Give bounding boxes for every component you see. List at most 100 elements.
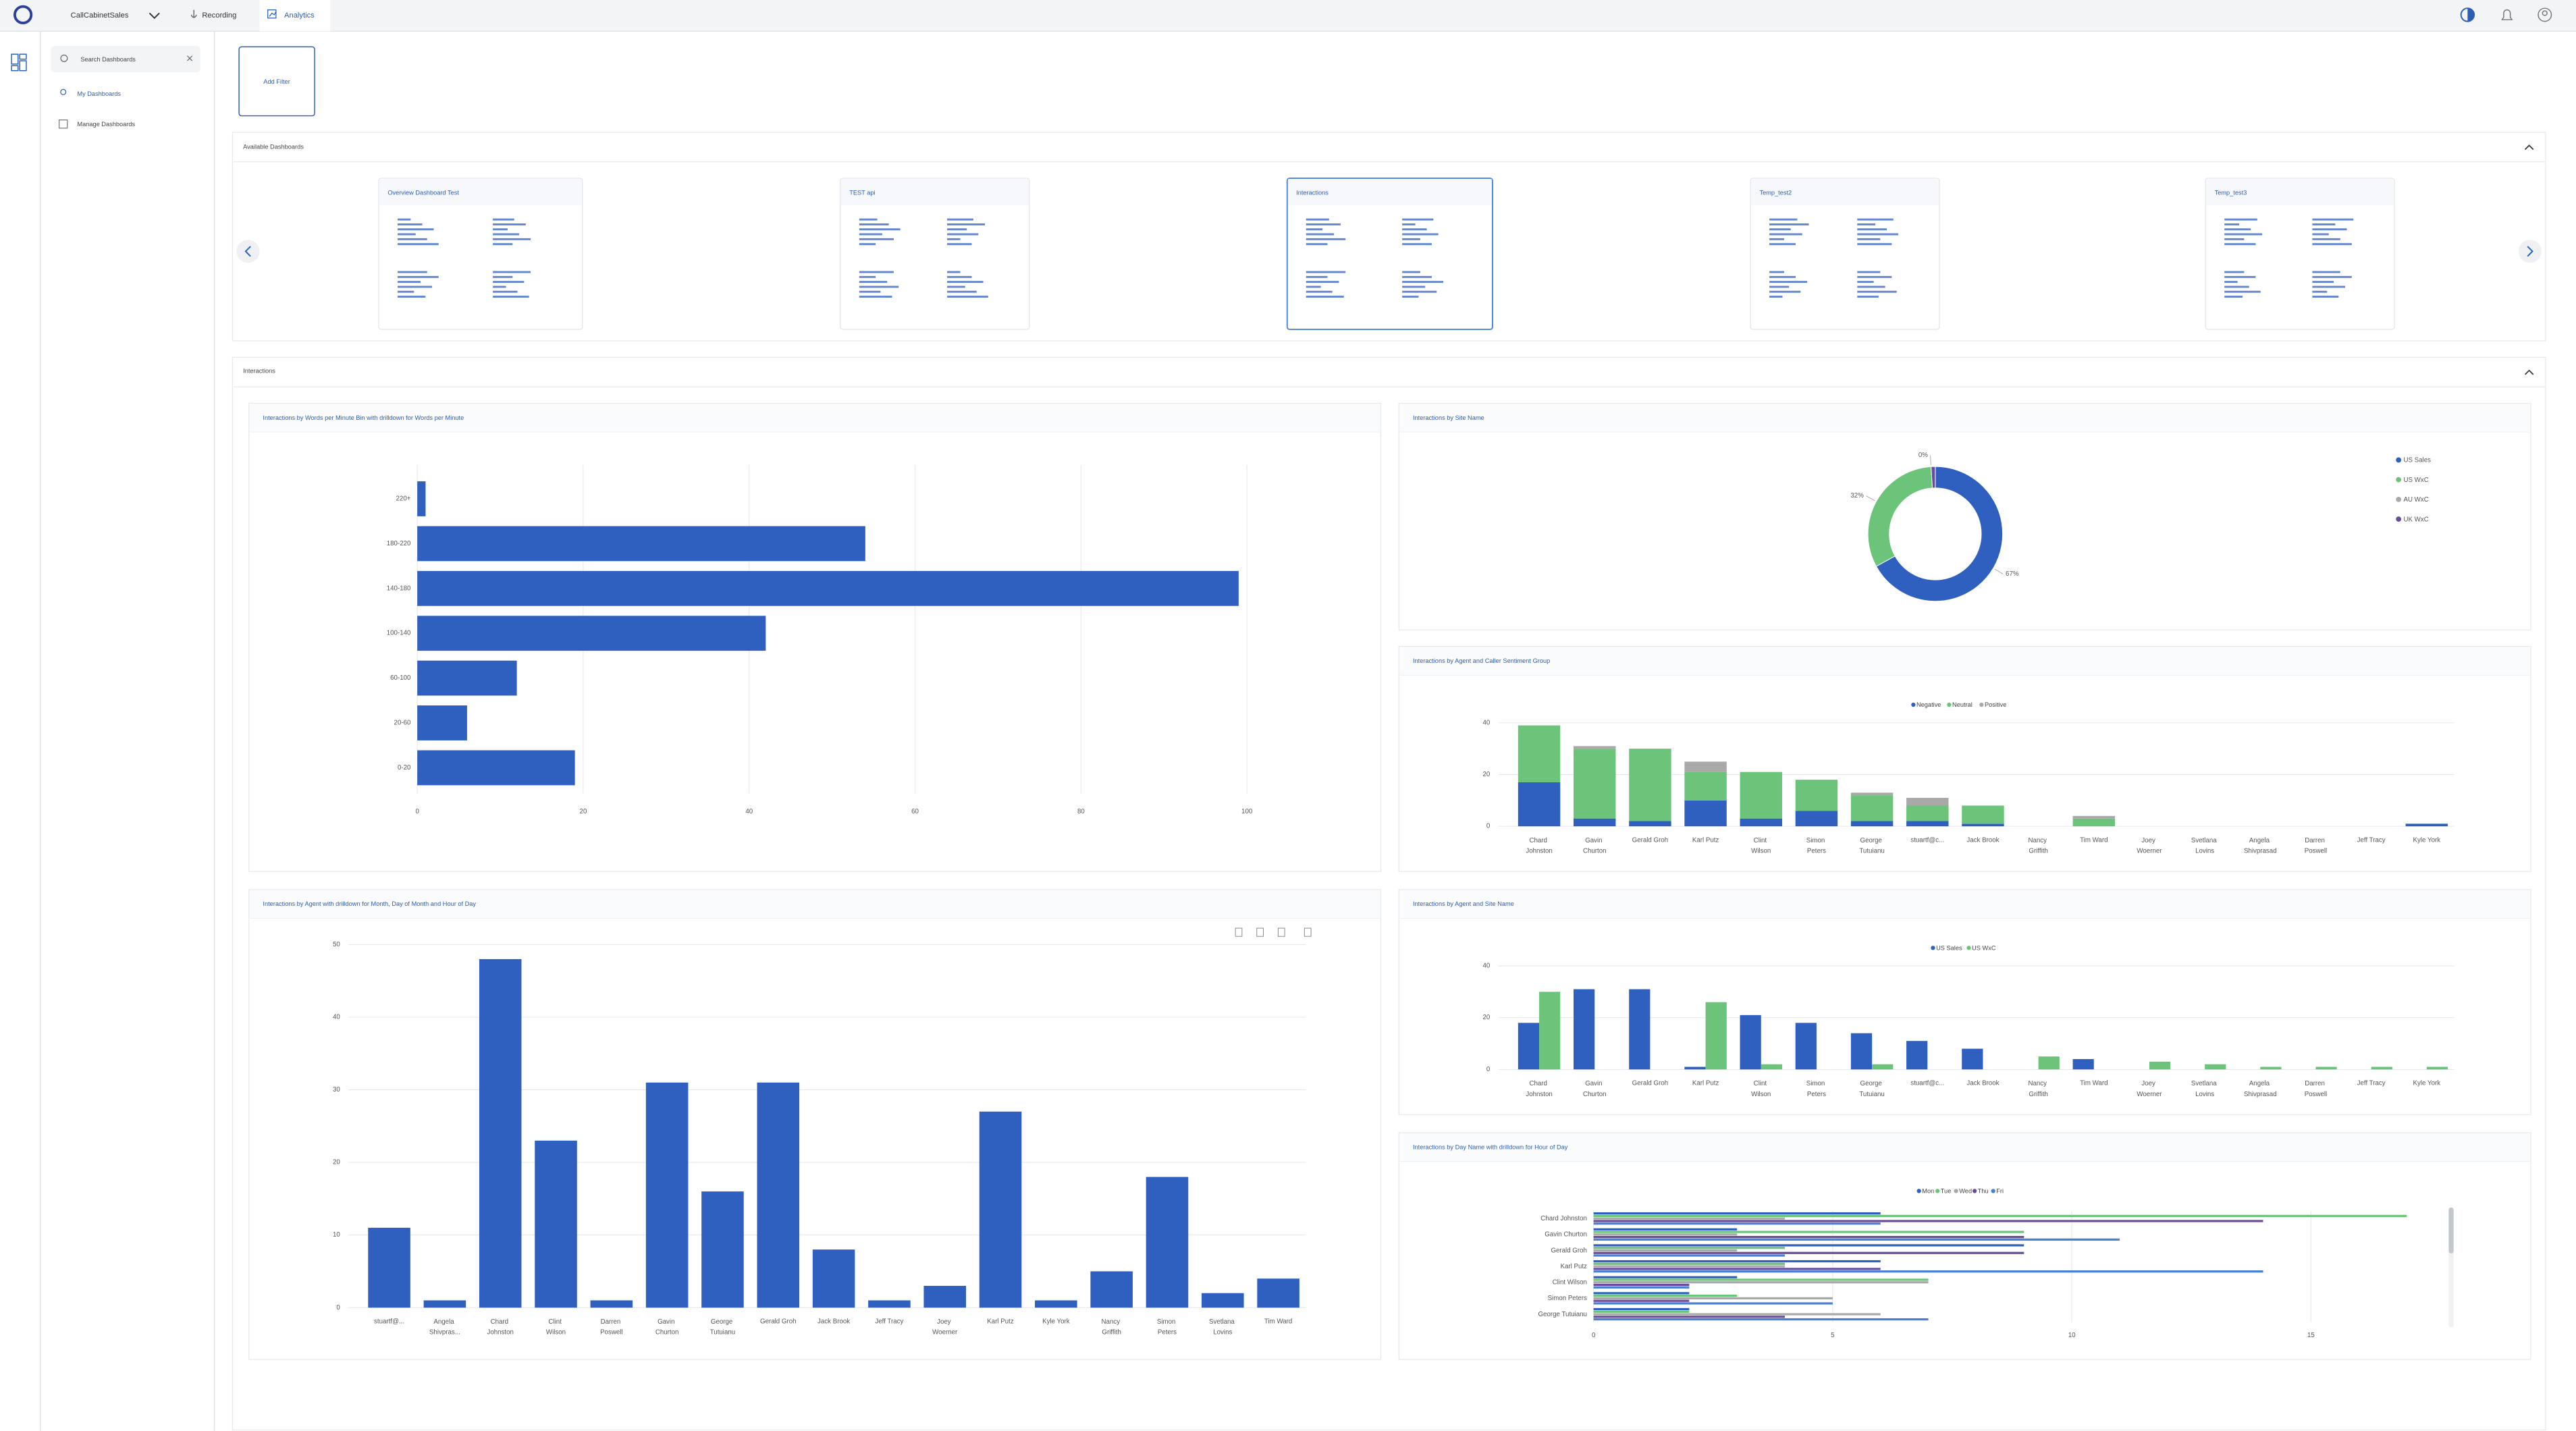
data-label: 67% [2006, 570, 2019, 578]
tab[interactable]: Recording [202, 11, 236, 20]
search-box[interactable] [51, 46, 200, 73]
next-arrow [2527, 246, 2533, 257]
label-line: Lovins [2195, 847, 2214, 855]
chevron[interactable] [149, 12, 160, 20]
x-tick-label: Jack Brook [817, 1318, 850, 1325]
legend-swatch [1931, 946, 1935, 950]
thumbnail-shape [859, 233, 882, 236]
x-tick-label: Jack Brook [1966, 1080, 1999, 1087]
bar [1629, 989, 1651, 1070]
label-line: Poswell [600, 1328, 622, 1336]
x-tick-label: Clint Wilson [1751, 1080, 1771, 1098]
bar-segment [1574, 749, 1616, 819]
thumbnail-shape [1306, 243, 1328, 246]
bar [1593, 1313, 1881, 1316]
logo[interactable] [13, 5, 33, 25]
chart-tool-icon[interactable] [1256, 927, 1264, 937]
bar [1795, 1023, 1817, 1070]
chart-title: Interactions by Agent with drilldown for… [263, 900, 476, 907]
label-line: Peters [1807, 847, 1826, 855]
donut-slice [1867, 466, 1933, 567]
scrollbar-thumb[interactable] [2448, 1207, 2454, 1253]
thumbnail-shape [859, 228, 901, 231]
thumbnail-shape [1769, 218, 1798, 221]
card-header [841, 179, 1029, 206]
label-line: Darren [601, 1318, 622, 1325]
legend-swatch [2396, 496, 2402, 502]
label-line: George [711, 1318, 734, 1325]
clear-icon[interactable] [187, 55, 193, 61]
add-filter-label[interactable]: Add Filter [263, 78, 290, 85]
prev-arrow [244, 246, 251, 257]
x-tick-label: Jeff Tracy [2357, 1080, 2386, 1087]
x-tick-label: Darren Poswell [2305, 836, 2328, 855]
x-tick-label: Jeff Tracy [2357, 836, 2386, 844]
bar-segment [2072, 815, 2116, 819]
chart-tool-icon[interactable] [1235, 927, 1243, 937]
sidebar-item[interactable]: My Dashboards [77, 90, 121, 97]
y-tick-label: 20 [1483, 771, 1491, 778]
bar-segment [1850, 792, 1894, 796]
x-tick-label: 5 [1831, 1332, 1834, 1339]
chart-tool-icon[interactable] [1304, 927, 1312, 937]
bar [1090, 1271, 1133, 1308]
x-tick-label: 100 [1241, 808, 1253, 815]
dashboards-icon[interactable] [11, 53, 27, 72]
user-icon[interactable] [2538, 7, 2552, 22]
thumbnail-shape [493, 296, 529, 298]
thumbnail-shape [493, 228, 508, 231]
x-tick-label: stuartf@c... [1910, 836, 1944, 844]
add-filter-button[interactable] [238, 46, 315, 117]
bar [1593, 1251, 2024, 1254]
card-header [1751, 179, 1939, 206]
tab[interactable]: Analytics [284, 11, 315, 20]
label-line: Clint [1754, 836, 1769, 844]
sidebar-item[interactable]: Manage Dashboards [77, 121, 135, 128]
thumbnail-shape [1857, 243, 1892, 246]
x-tick-label: Joey Woerner [2137, 836, 2162, 855]
bar [2315, 1066, 2337, 1070]
search-placeholder[interactable]: Search Dashboards [80, 56, 136, 63]
x-tick-label: 60 [911, 808, 919, 815]
y-tick-label: 40 [1483, 963, 1491, 970]
legend-swatch [2396, 516, 2402, 522]
prev-button[interactable] [236, 240, 260, 263]
bar [535, 1140, 577, 1308]
label-line: Joey [2141, 836, 2157, 844]
dashboard-card[interactable] [378, 178, 583, 330]
bar [1593, 1318, 1929, 1321]
chart-tool-icon[interactable] [1277, 927, 1285, 937]
thumbnail-shape [2312, 286, 2346, 288]
active-tab[interactable] [259, 0, 331, 32]
bar [1872, 1064, 1894, 1070]
next-button[interactable] [2518, 240, 2542, 263]
thumbnail-shape [397, 238, 427, 240]
label-line: Simon [1806, 1080, 1827, 1087]
thumbnail-shape [1857, 271, 1881, 273]
x-tick-label: stuartf@c... [1910, 1080, 1944, 1087]
dashboard-card[interactable] [1286, 178, 1493, 330]
thumbnail-shape [2224, 286, 2249, 288]
collapse-icon[interactable] [2524, 144, 2534, 151]
chart-header [1399, 890, 2530, 919]
label-line: Churton [1583, 1090, 1607, 1098]
bar [1740, 1015, 1761, 1070]
bar [2371, 1066, 2392, 1070]
bell-icon[interactable] [2501, 9, 2513, 20]
dashboard-card[interactable] [840, 178, 1030, 330]
y-tick-label: 10 [333, 1231, 340, 1239]
app-name[interactable]: CallCabinetSales [71, 11, 129, 20]
bar [1593, 1238, 2120, 1241]
thumbnail-shape [493, 218, 514, 221]
bar [1593, 1283, 1690, 1287]
bar [1593, 1302, 1833, 1305]
thumbnail-shape [1769, 223, 1809, 225]
collapse-icon[interactable] [2524, 369, 2534, 375]
y-tick-label: 140-180 [387, 585, 411, 592]
chart-title: Interactions by Agent and Caller Sentime… [1413, 657, 1550, 664]
thumbnail-shape [1402, 218, 1434, 221]
label-line: Wilson [1751, 847, 1771, 855]
thumbnail-shape [1769, 290, 1801, 293]
bar [1761, 1064, 1782, 1070]
bar [1593, 1228, 1738, 1231]
